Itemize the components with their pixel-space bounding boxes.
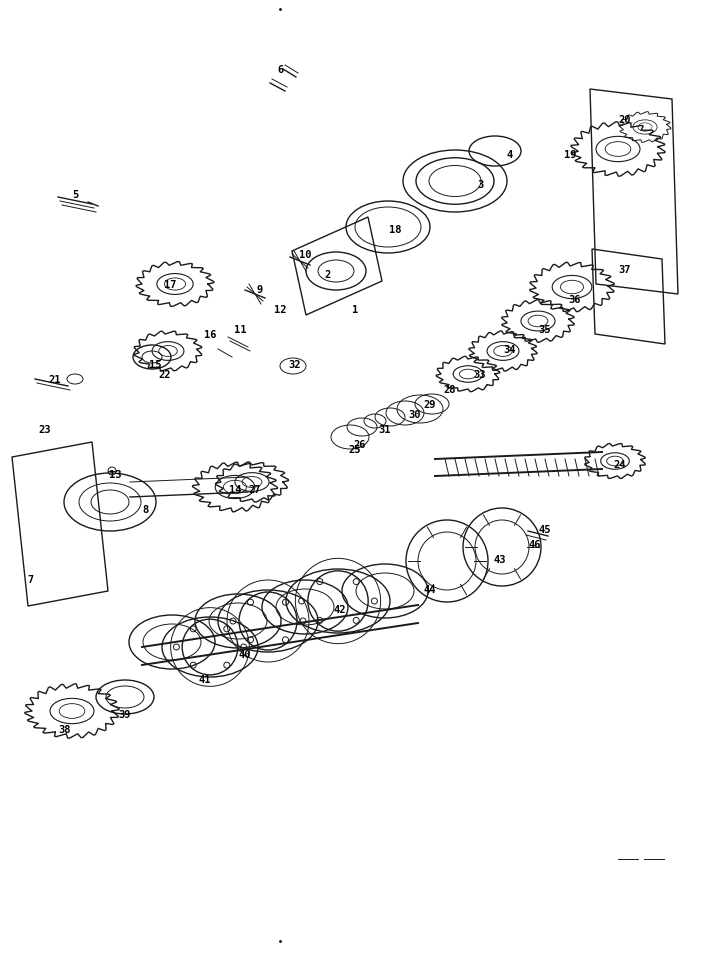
Text: 35: 35: [539, 325, 551, 335]
Text: 10: 10: [299, 250, 312, 260]
Text: 42: 42: [334, 604, 347, 615]
Text: 21: 21: [48, 375, 61, 385]
Text: 41: 41: [199, 675, 211, 684]
Text: 7: 7: [27, 575, 33, 584]
Text: 27: 27: [249, 484, 261, 495]
Text: 37: 37: [619, 265, 631, 274]
Text: 11: 11: [234, 325, 246, 335]
Text: 31: 31: [379, 424, 391, 435]
Text: 8: 8: [142, 504, 148, 515]
Text: 3: 3: [477, 180, 483, 190]
Text: 46: 46: [529, 539, 541, 550]
Text: 5: 5: [72, 190, 78, 200]
Text: 14: 14: [229, 484, 241, 495]
Text: 33: 33: [473, 370, 486, 379]
Text: 34: 34: [504, 345, 516, 355]
Text: 19: 19: [564, 150, 576, 160]
Text: 16: 16: [204, 330, 216, 339]
Text: 25: 25: [349, 444, 361, 455]
Text: 18: 18: [389, 225, 401, 234]
Text: 12: 12: [274, 305, 286, 314]
Text: 15: 15: [149, 359, 161, 370]
Text: 28: 28: [443, 385, 456, 395]
Text: 40: 40: [239, 649, 251, 659]
Text: 29: 29: [424, 399, 436, 410]
Text: 20: 20: [619, 115, 631, 125]
Text: 26: 26: [354, 439, 366, 450]
Text: 45: 45: [539, 524, 551, 535]
Text: 38: 38: [58, 724, 71, 734]
Text: 1: 1: [352, 305, 358, 314]
Text: 44: 44: [424, 584, 436, 595]
Text: 13: 13: [109, 470, 121, 479]
Text: 9: 9: [257, 285, 263, 294]
Text: 24: 24: [614, 459, 626, 470]
Text: 39: 39: [119, 709, 131, 720]
Text: 17: 17: [164, 280, 176, 290]
Text: 32: 32: [289, 359, 302, 370]
Text: 23: 23: [39, 424, 51, 435]
Text: 43: 43: [493, 555, 506, 564]
Text: 22: 22: [159, 370, 171, 379]
Text: 36: 36: [569, 294, 581, 305]
Text: 30: 30: [409, 410, 421, 419]
Text: 4: 4: [507, 150, 513, 160]
Text: 6: 6: [277, 65, 283, 75]
Text: 2: 2: [324, 270, 330, 280]
